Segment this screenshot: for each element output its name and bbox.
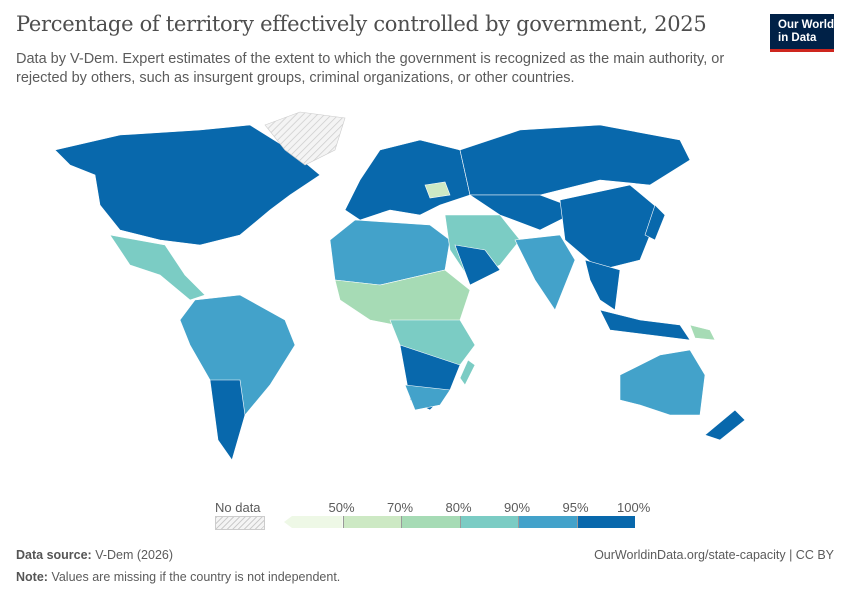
region-mexico-central[interactable]: [109, 234, 206, 301]
region-japan[interactable]: [644, 204, 666, 241]
region-madagascar[interactable]: [459, 359, 476, 386]
region-arabia[interactable]: [454, 244, 501, 286]
legend-bin: [284, 516, 343, 528]
legend-bin: [342, 516, 401, 528]
chart-title: Percentage of territory effectively cont…: [16, 12, 707, 36]
region-ukraine[interactable]: [424, 181, 451, 199]
region-greenland[interactable]: [264, 111, 346, 166]
legend-tick-label: 70%: [387, 500, 414, 515]
legend-no-data-swatch: [215, 516, 265, 530]
legend-tick-label: 50%: [328, 500, 355, 515]
owid-logo[interactable]: Our World in Data: [770, 14, 834, 52]
region-central-asia[interactable]: [469, 194, 581, 231]
world-map[interactable]: [0, 105, 850, 485]
region-south-asia[interactable]: [514, 234, 576, 311]
region-new-zealand[interactable]: [704, 409, 746, 441]
legend-bin: [401, 516, 460, 528]
chart-subtitle: Data by V-Dem. Expert estimates of the e…: [16, 51, 725, 86]
region-southeast-asia[interactable]: [584, 259, 621, 311]
legend-no-data-label: No data: [215, 500, 261, 515]
region-south-africa[interactable]: [404, 384, 451, 411]
legend-tick-label: 90%: [504, 500, 531, 515]
legend-tick-label: 80%: [445, 500, 472, 515]
note: Note: Values are missing if the country …: [16, 570, 341, 584]
legend-bin: [576, 516, 635, 528]
data-source: Data source: V-Dem (2026): [16, 548, 174, 562]
legend-bin: [459, 516, 518, 528]
region-russia[interactable]: [459, 124, 691, 196]
region-indonesia[interactable]: [599, 309, 691, 341]
region-australia[interactable]: [619, 349, 706, 416]
region-china[interactable]: [559, 184, 661, 271]
legend-tick-label: 95%: [562, 500, 589, 515]
legend-bin: [518, 516, 577, 528]
region-png[interactable]: [689, 324, 716, 341]
source-link[interactable]: OurWorldinData.org/state-capacity | CC B…: [594, 548, 834, 562]
region-europe[interactable]: [344, 139, 471, 221]
region-north-america[interactable]: [54, 124, 321, 246]
legend-tick-label: 100%: [617, 500, 651, 515]
region-argentina[interactable]: [209, 379, 246, 461]
